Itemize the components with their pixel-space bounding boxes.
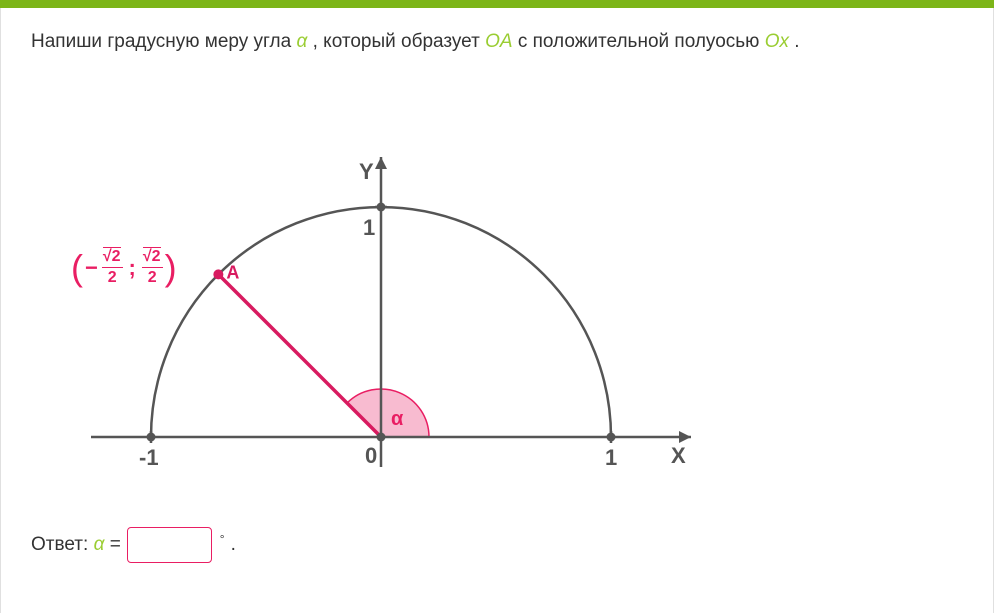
minus-sign: − bbox=[85, 255, 98, 281]
question-Ox: Ox bbox=[765, 31, 789, 52]
frac1-den: 2 bbox=[106, 268, 119, 286]
degree-symbol: ° bbox=[218, 532, 225, 556]
question-t4: . bbox=[794, 31, 799, 52]
answer-equals: = bbox=[110, 534, 121, 555]
coord-sep: ; bbox=[129, 255, 136, 281]
svg-text:1: 1 bbox=[605, 445, 617, 470]
svg-text:-1: -1 bbox=[139, 445, 159, 470]
diagram-svg: Y X 1 1 -1 0α A bbox=[31, 87, 731, 507]
answer-prefix: Ответ: bbox=[31, 534, 94, 555]
svg-text:Y: Y bbox=[359, 159, 374, 184]
svg-text:0: 0 bbox=[365, 443, 377, 468]
answer-alpha: α bbox=[94, 534, 105, 555]
answer-row: Ответ: α = ° . bbox=[31, 527, 963, 563]
answer-input[interactable] bbox=[127, 527, 212, 563]
unit-circle-diagram: Y X 1 1 -1 0α A ( − √2 2 ; √2 2 ) bbox=[31, 87, 731, 507]
content-area: Напиши градусную меру угла α , который о… bbox=[0, 8, 994, 613]
question-t3: с положительной полуосью bbox=[518, 31, 765, 52]
fraction-1: √2 2 bbox=[102, 249, 123, 286]
svg-text:1: 1 bbox=[363, 215, 375, 240]
svg-text:A: A bbox=[226, 262, 239, 282]
paren-open: ( bbox=[71, 247, 83, 289]
top-bar bbox=[0, 0, 994, 8]
answer-period: . bbox=[231, 534, 236, 556]
question-t1: Напиши градусную меру угла bbox=[31, 31, 297, 52]
frac2-den: 2 bbox=[146, 268, 159, 286]
question-alpha: α bbox=[297, 31, 308, 52]
answer-label: Ответ: α = bbox=[31, 534, 121, 556]
question-OA: OA bbox=[485, 31, 512, 52]
question-text: Напиши градусную меру угла α , который о… bbox=[31, 28, 963, 57]
svg-text:X: X bbox=[671, 443, 686, 468]
frac1-num: √2 bbox=[102, 249, 123, 268]
question-t2: , который образует bbox=[313, 31, 485, 52]
point-A-coordinates: ( − √2 2 ; √2 2 ) bbox=[71, 247, 177, 289]
fraction-2: √2 2 bbox=[142, 249, 163, 286]
frac2-num: √2 bbox=[142, 249, 163, 268]
svg-text:α: α bbox=[391, 408, 404, 430]
paren-close: ) bbox=[165, 247, 177, 289]
